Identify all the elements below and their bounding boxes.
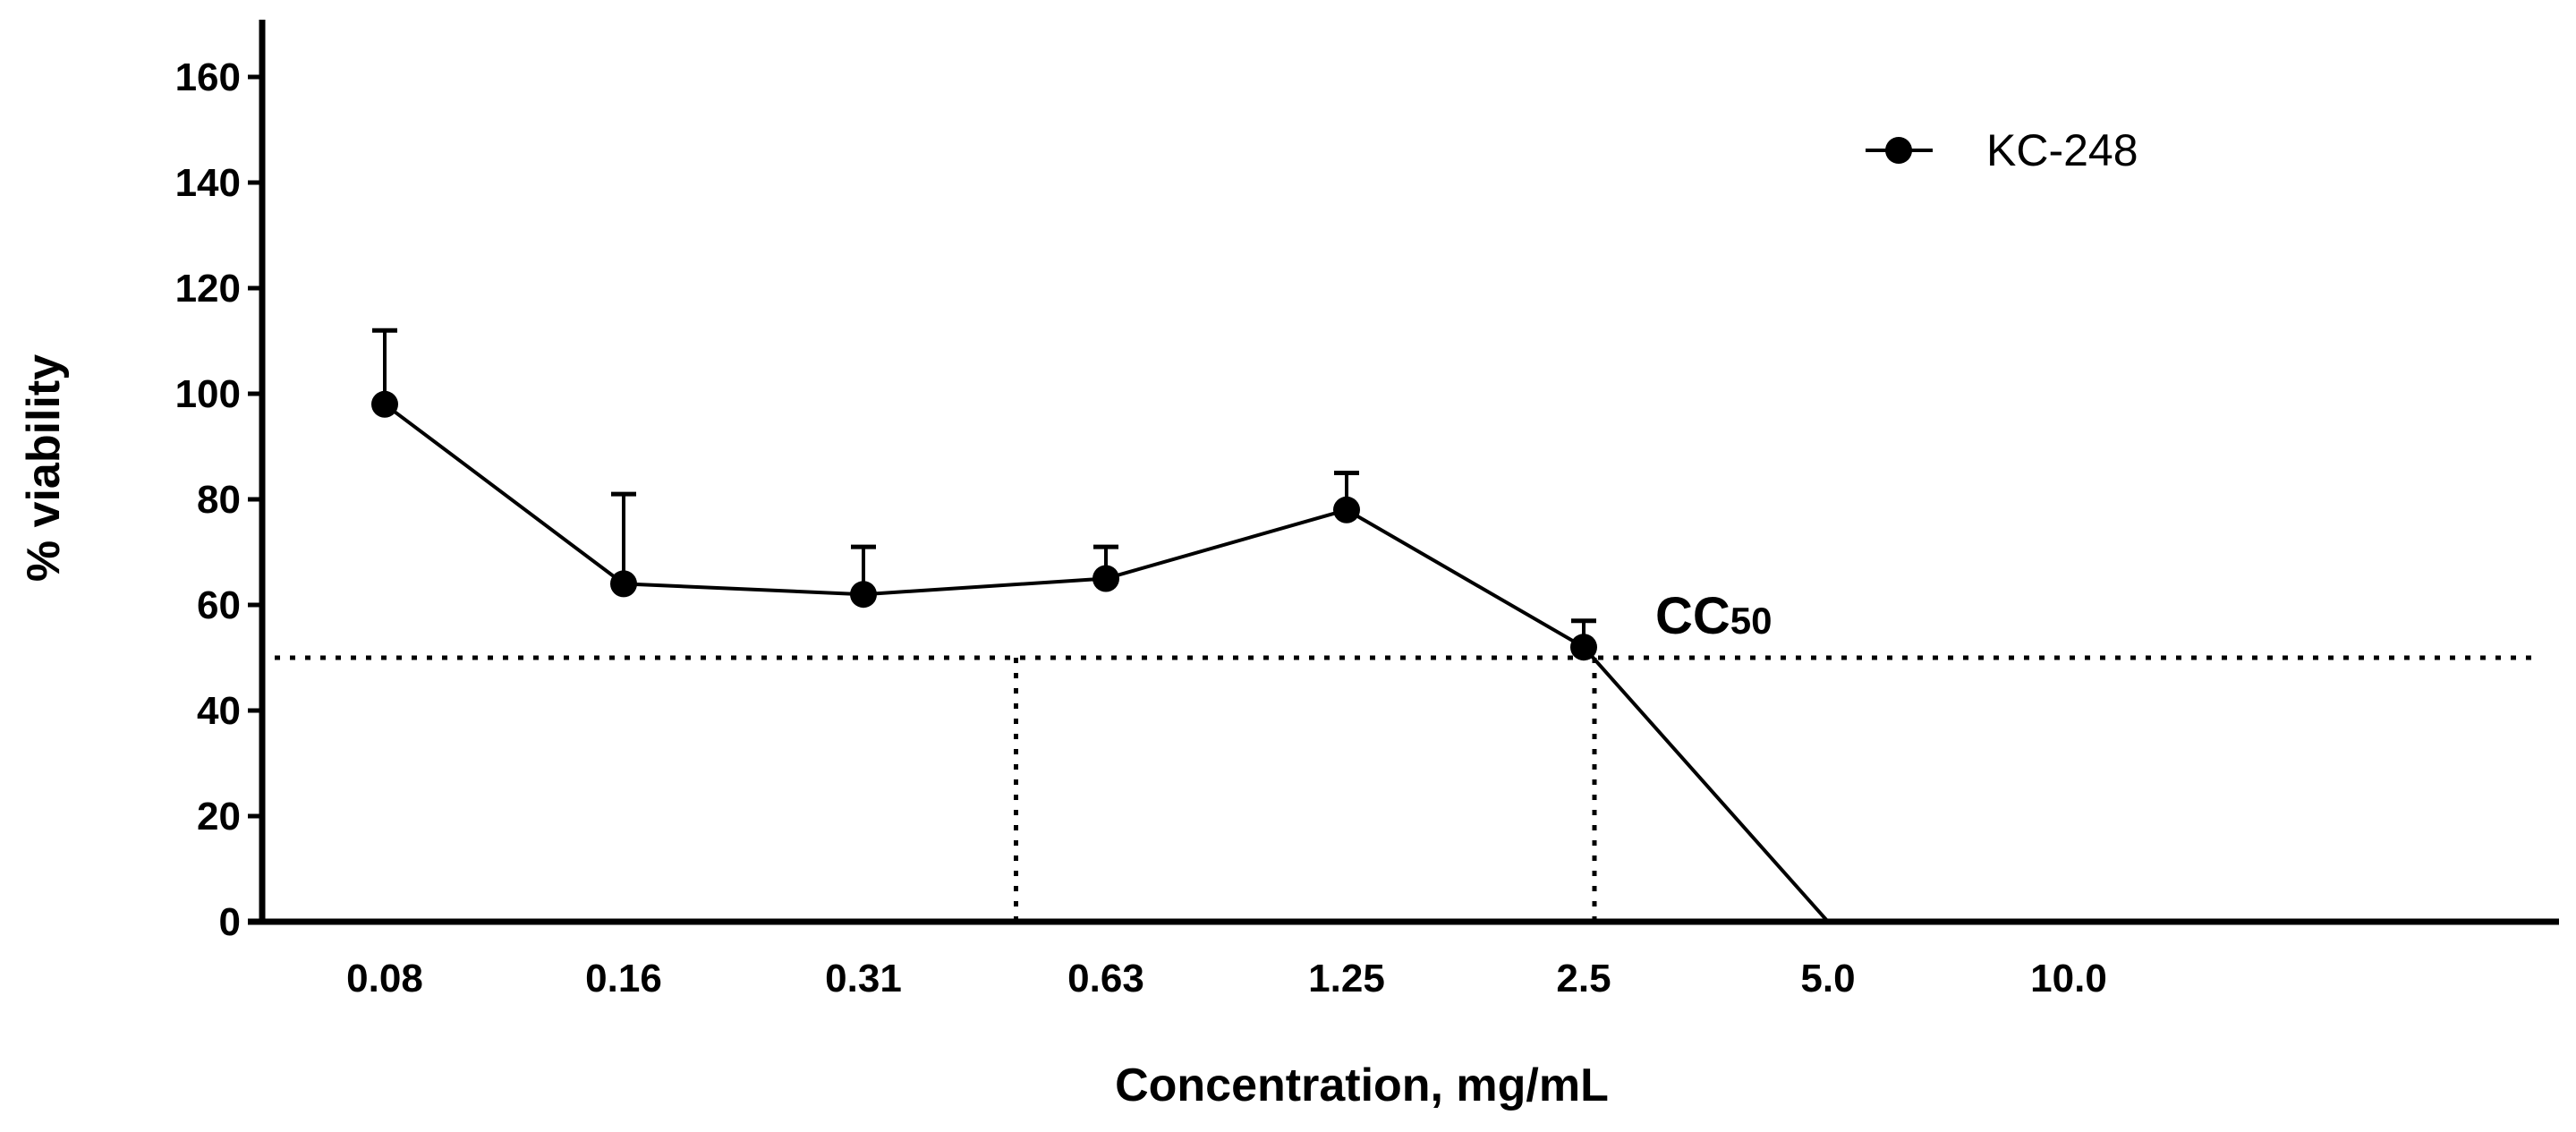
x-axis-title: Concentration, mg/mL xyxy=(1115,1060,1609,1111)
y-tick-label-160: 160 xyxy=(175,55,241,99)
y-tick-label-40: 40 xyxy=(197,689,241,733)
legend-marker xyxy=(1885,137,1912,164)
reference-lines xyxy=(275,655,2532,922)
y-tick-label-100: 100 xyxy=(175,372,241,416)
y-tick-label-140: 140 xyxy=(175,161,241,205)
legend: KC-248 xyxy=(1866,125,2138,175)
axes xyxy=(248,20,2559,925)
data-point-2.5 xyxy=(1570,634,1597,661)
x-tick-label-10.0: 10.0 xyxy=(2030,957,2107,1000)
y-tick-label-80: 80 xyxy=(197,478,241,522)
cc50-annotation-main: CC xyxy=(1655,587,1730,645)
y-tick-label-0: 0 xyxy=(219,900,241,944)
y-ticks: 0 20 40 60 80 100 120 140 160 xyxy=(175,55,262,944)
x-tick-label-5.0: 5.0 xyxy=(1800,957,1855,1000)
x-tick-label-0.63: 0.63 xyxy=(1067,957,1144,1000)
series-line-kc-248 xyxy=(383,403,1830,923)
y-tick-label-120: 120 xyxy=(175,267,241,311)
cc50-annotation: CC50 xyxy=(1655,587,1773,645)
y-tick-label-60: 60 xyxy=(197,583,241,627)
series-kc-248 xyxy=(371,328,1830,923)
legend-label-kc-248: KC-248 xyxy=(1986,125,2138,175)
x-ticks: 0.08 0.16 0.31 0.63 1.25 2.5 5.0 10.0 xyxy=(346,957,2107,1000)
data-point-0.31 xyxy=(850,581,877,609)
y-tick-label-20: 20 xyxy=(197,795,241,838)
data-point-0.08 xyxy=(371,390,398,418)
cc50-annotation-subscript: 50 xyxy=(1730,600,1773,642)
data-point-1.25 xyxy=(1333,496,1360,523)
x-tick-label-0.08: 0.08 xyxy=(346,957,423,1000)
data-point-0.16 xyxy=(610,570,637,598)
x-tick-label-0.31: 0.31 xyxy=(825,957,902,1000)
x-tick-label-0.16: 0.16 xyxy=(585,957,662,1000)
data-point-0.63 xyxy=(1092,565,1119,592)
y-axis-title: % viability xyxy=(18,354,70,582)
x-tick-label-2.5: 2.5 xyxy=(1556,957,1611,1000)
x-tick-label-1.25: 1.25 xyxy=(1308,957,1385,1000)
